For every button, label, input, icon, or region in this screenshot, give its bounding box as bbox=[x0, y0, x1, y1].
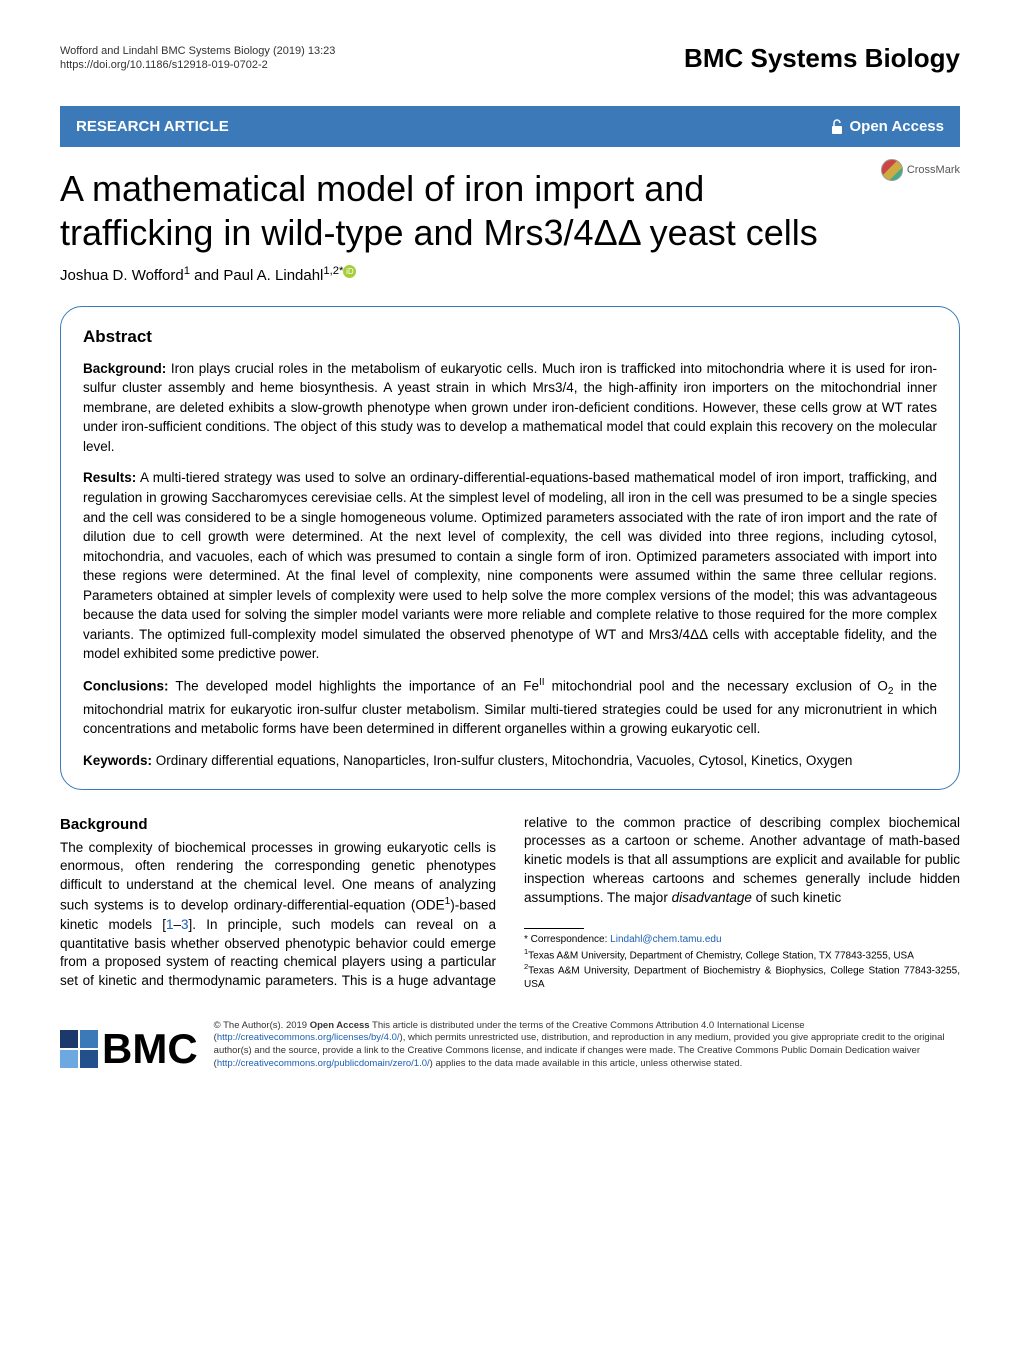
keywords-label: Keywords: bbox=[83, 753, 152, 768]
crossmark-badge[interactable]: CrossMark bbox=[881, 159, 960, 181]
keywords-text: Ordinary differential equations, Nanopar… bbox=[152, 753, 852, 768]
license-bold: Open Access bbox=[310, 1020, 370, 1031]
correspondence-line: * Correspondence: Lindahl@chem.tamu.edu bbox=[524, 933, 960, 947]
ref-link-3[interactable]: 3 bbox=[181, 917, 189, 932]
journal-logo: BMC Systems Biology bbox=[684, 40, 960, 76]
citation-line-1: Wofford and Lindahl BMC Systems Biology … bbox=[60, 44, 335, 58]
abstract-box: Abstract Background: Iron plays crucial … bbox=[60, 306, 960, 790]
correspondence-email[interactable]: Lindahl@chem.tamu.edu bbox=[610, 934, 721, 945]
aff1-text: Texas A&M University, Department of Chem… bbox=[528, 950, 914, 961]
results-text: A multi-tiered strategy was used to solv… bbox=[83, 470, 937, 661]
license-link-2[interactable]: http://creativecommons.org/publicdomain/… bbox=[217, 1058, 430, 1069]
correspondence-label: * Correspondence: bbox=[524, 934, 610, 945]
background-label: Background: bbox=[83, 361, 166, 376]
abstract-results: Results: A multi-tiered strategy was use… bbox=[83, 468, 937, 664]
author-1: Joshua D. Wofford bbox=[60, 267, 184, 284]
body-section: Background The complexity of biochemical… bbox=[60, 814, 960, 992]
orcid-icon[interactable]: iD bbox=[343, 265, 356, 278]
article-type-label: RESEARCH ARTICLE bbox=[76, 116, 229, 137]
open-access-badge: Open Access bbox=[830, 116, 945, 137]
conclusions-text-1: The developed model highlights the impor… bbox=[169, 679, 539, 694]
col1-text-1: The complexity of biochemical processes … bbox=[60, 840, 496, 913]
license-4: ) applies to the data made available in … bbox=[430, 1058, 743, 1069]
page-header: Wofford and Lindahl BMC Systems Biology … bbox=[60, 40, 960, 76]
conclusions-label: Conclusions: bbox=[83, 679, 169, 694]
correspondence-rule bbox=[524, 928, 584, 929]
page-footer: BMC © The Author(s). 2019 Open Access Th… bbox=[60, 1020, 960, 1079]
author-2-aff: 1,2* bbox=[323, 265, 343, 277]
abstract-background: Background: Iron plays crucial roles in … bbox=[83, 359, 937, 457]
open-lock-icon bbox=[830, 118, 844, 136]
abstract-keywords: Keywords: Ordinary differential equation… bbox=[83, 751, 937, 771]
col2-text-3: of such kinetic bbox=[752, 890, 841, 905]
results-label: Results: bbox=[83, 470, 136, 485]
license-1: © The Author(s). 2019 bbox=[214, 1020, 310, 1031]
open-access-label: Open Access bbox=[850, 116, 945, 137]
crossmark-label: CrossMark bbox=[907, 163, 960, 178]
title-block: A mathematical model of iron import and … bbox=[60, 147, 960, 263]
abstract-heading: Abstract bbox=[83, 325, 937, 349]
correspondence-block: * Correspondence: Lindahl@chem.tamu.edu … bbox=[524, 928, 960, 992]
crossmark-icon bbox=[881, 159, 903, 181]
background-heading: Background bbox=[60, 814, 496, 835]
bmc-squares-icon bbox=[60, 1030, 98, 1068]
citation-info: Wofford and Lindahl BMC Systems Biology … bbox=[60, 44, 335, 73]
col1-text-2: )-based bbox=[450, 898, 496, 913]
article-type-bar: RESEARCH ARTICLE Open Access bbox=[60, 106, 960, 147]
abstract-conclusions: Conclusions: The developed model highlig… bbox=[83, 676, 937, 739]
license-text: © The Author(s). 2019 Open Access This a… bbox=[214, 1020, 960, 1071]
authors-line: Joshua D. Wofford1 and Paul A. Lindahl1,… bbox=[60, 264, 960, 286]
bmc-label: BMC bbox=[102, 1020, 198, 1079]
col-left-content: Background The complexity of biochemical… bbox=[60, 814, 960, 992]
disadvantage-italic: disadvantage bbox=[672, 890, 752, 905]
conclusions-text-2: mitochondrial pool and the necessary exc… bbox=[545, 679, 888, 694]
background-text: Iron plays crucial roles in the metaboli… bbox=[83, 361, 937, 454]
license-link-1[interactable]: http://creativecommons.org/licenses/by/4… bbox=[217, 1032, 400, 1043]
bmc-logo: BMC bbox=[60, 1020, 198, 1079]
article-title: A mathematical model of iron import and … bbox=[60, 167, 960, 253]
col2-text-1: kinetic models [ bbox=[60, 917, 166, 932]
two-column-body: Background The complexity of biochemical… bbox=[60, 814, 960, 992]
citation-line-2: https://doi.org/10.1186/s12918-019-0702-… bbox=[60, 58, 335, 72]
affiliation-1: 1Texas A&M University, Department of Che… bbox=[524, 947, 960, 963]
affiliation-2: 2Texas A&M University, Department of Bio… bbox=[524, 962, 960, 991]
aff2-text: Texas A&M University, Department of Bioc… bbox=[524, 966, 960, 991]
ref-dash: – bbox=[173, 917, 181, 932]
author-and: and Paul A. Lindahl bbox=[190, 267, 323, 284]
